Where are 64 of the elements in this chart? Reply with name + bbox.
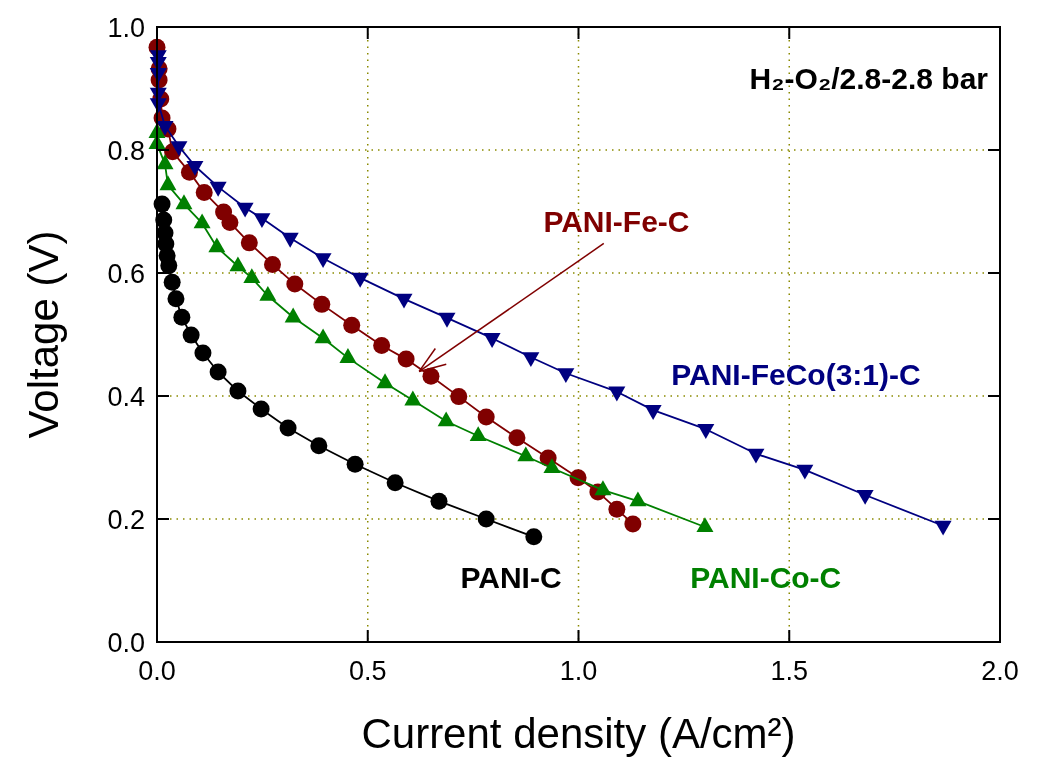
- text: PANI-Fe-C: [543, 204, 690, 238]
- point: [525, 528, 543, 546]
- y-tick-label: 0.6: [107, 259, 145, 289]
- point: [373, 337, 391, 355]
- point: [508, 429, 526, 447]
- point: [263, 255, 281, 273]
- point: [252, 400, 270, 418]
- point: [163, 273, 181, 291]
- y-tick-label: 0.4: [107, 382, 145, 412]
- point: [229, 382, 247, 400]
- point: [160, 257, 178, 275]
- series-label: PANI-C: [460, 560, 562, 594]
- point: [469, 426, 487, 442]
- point: [346, 455, 364, 473]
- point: [209, 181, 227, 197]
- series-label: PANI-FeCo(3:1)-C: [671, 357, 921, 391]
- point: [517, 446, 535, 462]
- x-axis-title: Current density (A/cm²): [361, 710, 796, 757]
- point: [477, 408, 495, 426]
- point: [313, 295, 331, 313]
- point: [422, 367, 440, 385]
- point: [281, 232, 299, 248]
- x-tick-label: 1.5: [770, 656, 809, 686]
- x-tick-label: 2.0: [981, 656, 1019, 686]
- point: [543, 458, 561, 474]
- point: [167, 290, 185, 308]
- point: [195, 183, 213, 201]
- point: [351, 272, 369, 288]
- point: [629, 491, 647, 507]
- point: [343, 316, 361, 334]
- point: [221, 214, 239, 232]
- point: [477, 510, 495, 528]
- point: [240, 234, 258, 252]
- annotation: H₂-O₂/2.8-2.8 bar: [749, 62, 989, 95]
- point: [696, 517, 714, 533]
- point: [386, 474, 404, 492]
- point: [404, 390, 422, 406]
- point: [173, 308, 191, 326]
- point: [236, 202, 254, 218]
- x-tick-label: 0.5: [348, 656, 387, 686]
- point: [170, 141, 188, 157]
- point: [437, 411, 455, 427]
- series-label: PANI-Co-C: [690, 560, 842, 594]
- point: [182, 326, 200, 344]
- y-tick-label: 0.8: [107, 136, 145, 166]
- point: [286, 275, 304, 293]
- point: [194, 344, 212, 362]
- point: [376, 373, 394, 389]
- point: [186, 160, 204, 176]
- point: [209, 363, 227, 381]
- point: [430, 492, 448, 510]
- y-tick-label: 0.0: [107, 628, 145, 658]
- y-axis-title: Voltage (V): [20, 230, 67, 439]
- y-tick-label: 0.2: [107, 505, 145, 535]
- point: [594, 480, 612, 496]
- point: [450, 388, 468, 406]
- point: [310, 437, 328, 455]
- x-tick-label: 1.0: [559, 656, 598, 686]
- point: [397, 350, 415, 368]
- x-tick-label: 0.0: [138, 656, 176, 686]
- point: [608, 500, 626, 518]
- point: [624, 515, 642, 533]
- point: [279, 419, 297, 437]
- y-tick-label: 1.0: [107, 13, 145, 43]
